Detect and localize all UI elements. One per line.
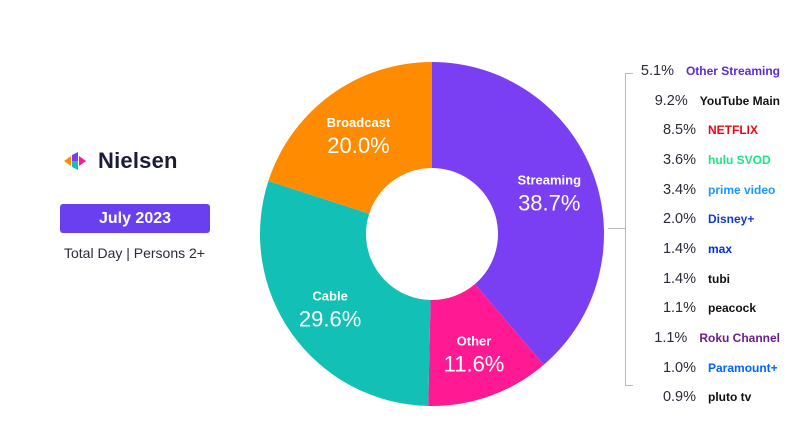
platform-row: 1.1% Roku Channel [640, 323, 780, 353]
streaming-bracket [625, 73, 634, 386]
platform-row: 8.5% NETFLIX [640, 115, 780, 145]
platform-row: 1.4% tubi [640, 264, 780, 294]
platform-share: 3.4% [662, 181, 696, 198]
platform-logo-paramount-: Paramount+ [708, 360, 778, 375]
slice-streaming [432, 62, 604, 365]
slice-other [428, 284, 544, 406]
platform-logo-tubi: tubi [708, 271, 730, 286]
platform-share: 5.1% [640, 62, 674, 79]
platform-row: 9.2% YouTube Main [640, 86, 780, 116]
platform-logo-other-streaming: Other Streaming [685, 63, 780, 78]
audience-subtitle: Total Day | Persons 2+ [64, 245, 205, 261]
platform-share: 1.1% [662, 300, 696, 317]
platform-logo-netflix: NETFLIX [708, 123, 758, 138]
platform-share: 1.1% [654, 330, 688, 347]
platform-row: 3.6% hulu SVOD [640, 145, 780, 175]
slice-value-cable: 29.6% [299, 306, 361, 331]
platform-logo-max: max [708, 241, 733, 256]
platform-share: 0.9% [662, 389, 696, 406]
platform-row: 0.9% pluto tv [640, 383, 780, 413]
platform-logo-youtube-main: YouTube Main [699, 93, 780, 108]
slice-broadcast [268, 61, 432, 214]
platform-share: 9.2% [654, 92, 688, 109]
platform-share: 1.4% [662, 270, 696, 287]
brand-name: Nielsen [98, 148, 178, 173]
slice-cable [260, 181, 431, 406]
nielsen-logo: Nielsen [64, 148, 178, 174]
slice-label-cable: Cable [312, 288, 347, 303]
platform-logo-disney-: Disney+ [708, 212, 755, 227]
platform-logo-hulu-svod: hulu SVOD [708, 152, 771, 167]
platform-row: 1.4% max [640, 234, 780, 264]
slice-value-other: 11.6% [444, 352, 505, 377]
nielsen-logo-icon [64, 152, 86, 170]
slice-label-other: Other [457, 334, 492, 349]
slice-value-broadcast: 20.0% [327, 133, 389, 158]
platform-row: 3.4% prime video [640, 175, 780, 205]
platform-row: 1.0% Paramount+ [640, 353, 780, 383]
slice-label-streaming: Streaming [517, 173, 581, 188]
platform-share: 2.0% [662, 211, 696, 228]
platform-row: 1.1% peacock [640, 294, 780, 324]
slice-label-broadcast: Broadcast [327, 115, 391, 130]
slice-value-streaming: 38.7% [518, 191, 580, 216]
platform-row: 2.0% Disney+ [640, 204, 780, 234]
streaming-platform-list: 5.1% Other Streaming 9.2% YouTube Main 8.5% N… [640, 56, 780, 412]
platform-logo-peacock: peacock [708, 301, 757, 316]
period-badge: July 2023 [60, 204, 210, 233]
bracket-connector [608, 228, 626, 229]
platform-share: 3.6% [662, 151, 696, 168]
platform-logo-roku-channel: Roku Channel [699, 331, 780, 346]
platform-logo-prime-video: prime video [708, 182, 776, 197]
platform-share: 8.5% [662, 122, 696, 139]
platform-share: 1.4% [662, 240, 696, 257]
platform-logo-pluto-tv: pluto tv [708, 390, 752, 405]
platform-share: 1.0% [662, 359, 696, 376]
platform-row: 5.1% Other Streaming [640, 56, 780, 86]
